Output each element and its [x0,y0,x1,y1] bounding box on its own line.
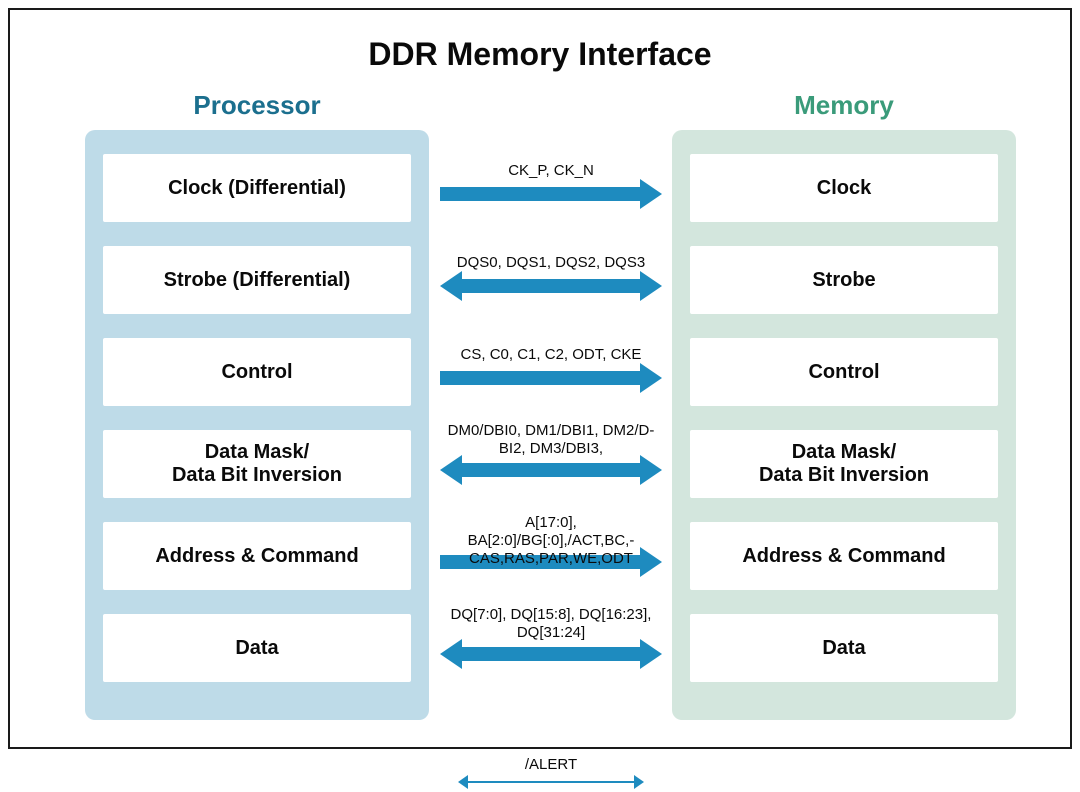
memory-block: Data [690,614,998,682]
signal-label: CS, C0, C1, C2, ODT, CKE [440,346,662,364]
alert-label: /ALERT [440,756,662,774]
signal-label: DQ[7:0], DQ[15:8], DQ[16:23], DQ[31:24] [440,606,662,642]
signal-arrow [440,174,662,214]
diagram-frame: DDR Memory Interface Processor Memory Cl… [8,8,1072,749]
memory-block: Control [690,338,998,406]
alert-arrow [458,772,644,792]
diagram-title: DDR Memory Interface [10,36,1070,73]
memory-block: Strobe [690,246,998,314]
signal-label: DM0/DBI0, DM1/DBI1, DM2/D- BI2, DM3/DBI3… [440,422,662,458]
memory-header: Memory [672,90,1016,121]
signal-label: A[17:0], BA[2:0]/BG[:0],/ACT,BC,- CAS,RA… [440,514,662,568]
processor-block: Address & Command [103,522,411,590]
signal-arrow [440,266,662,306]
processor-block: Strobe (Differential) [103,246,411,314]
processor-block: Data Mask/ Data Bit Inversion [103,430,411,498]
processor-block: Data [103,614,411,682]
memory-block: Data Mask/ Data Bit Inversion [690,430,998,498]
memory-block: Clock [690,154,998,222]
processor-block: Control [103,338,411,406]
signal-label: CK_P, CK_N [440,162,662,180]
signal-arrow [440,358,662,398]
memory-block: Address & Command [690,522,998,590]
signal-label: DQS0, DQS1, DQS2, DQS3 [440,254,662,272]
processor-header: Processor [85,90,429,121]
processor-block: Clock (Differential) [103,154,411,222]
